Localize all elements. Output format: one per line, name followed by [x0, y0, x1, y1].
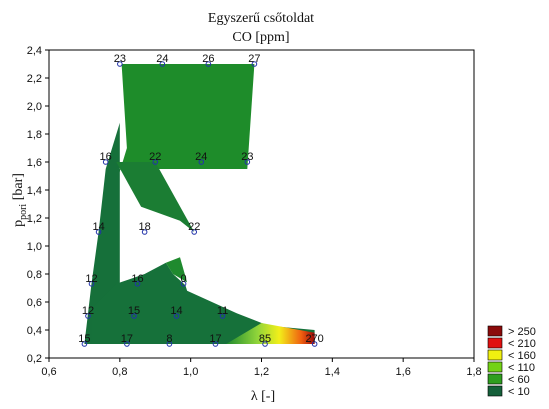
data-point-label: 26 — [202, 53, 214, 65]
y-tick-label: 2,2 — [27, 73, 42, 85]
data-point-label: 16 — [100, 151, 112, 163]
data-point-marker — [205, 61, 212, 67]
data-point-marker — [134, 281, 141, 287]
data-point-marker — [212, 341, 219, 347]
data-point-label: 15 — [128, 305, 140, 317]
data-point-label: 0 — [181, 273, 187, 285]
data-point-label: 17 — [209, 333, 221, 345]
data-point-marker — [95, 229, 102, 235]
data-point-label: 18 — [139, 221, 151, 233]
y-tick-label: 1,4 — [27, 185, 42, 197]
data-point-label: 24 — [195, 151, 207, 163]
contour-region-upper — [105, 64, 255, 218]
data-point-label: 23 — [241, 151, 253, 163]
data-point-label: 15 — [78, 333, 90, 345]
data-point-marker — [198, 159, 205, 165]
data-point-label: 27 — [248, 53, 260, 65]
data-point-label: 23 — [114, 53, 126, 65]
contour-region-left — [84, 122, 120, 344]
data-point-label: 24 — [156, 53, 168, 65]
y-tick-label: 1,8 — [27, 129, 42, 141]
legend-label: < 210 — [508, 338, 536, 350]
x-tick-label: 0,8 — [112, 366, 127, 378]
plot-area — [49, 50, 474, 358]
contour-region-lower — [91, 262, 315, 344]
y-tick-label: 0,8 — [27, 269, 42, 281]
legend: > 250< 210< 160< 110< 60< 10 — [487, 325, 536, 398]
data-point-marker — [81, 341, 88, 347]
x-tick-label: 0,6 — [41, 366, 56, 378]
data-point-marker — [141, 229, 148, 235]
data-point-marker — [152, 159, 159, 165]
data-point-marker — [311, 341, 318, 347]
y-tick-label: 0,4 — [27, 325, 42, 337]
y-tick-label: 1,0 — [27, 241, 42, 253]
data-point-marker — [85, 313, 91, 319]
y-tick-label: 1,2 — [27, 213, 42, 225]
y-axis-label: ppori [bar] — [11, 173, 29, 227]
contour-region-middle — [116, 162, 195, 232]
x-tick-label: 1,8 — [466, 366, 481, 378]
data-point-marker — [102, 159, 109, 165]
data-point-label: 14 — [92, 221, 104, 233]
data-point-marker — [159, 61, 166, 67]
data-point-marker — [180, 281, 187, 287]
data-points: 23 24 26 27 16 22 24 23 14 18 22 12 16 0 12 15 14 11 15 17 8… — [78, 53, 324, 347]
data-point-label: 17 — [121, 333, 133, 345]
y-tick-label: 2,4 — [27, 45, 42, 57]
data-point-marker — [173, 313, 180, 319]
data-point-marker — [262, 341, 268, 347]
data-point-marker — [166, 341, 173, 347]
data-point-label: 14 — [170, 305, 182, 317]
legend-swatch — [487, 385, 503, 397]
chart-subtitle: CO [ppm] — [232, 30, 289, 45]
data-point-label: 12 — [82, 305, 94, 317]
legend-label: < 160 — [508, 350, 536, 362]
y-tick-label: 0,6 — [27, 297, 42, 309]
x-axis-label: λ [-] — [251, 389, 275, 404]
legend-swatch — [487, 325, 503, 337]
legend-label: < 110 — [508, 362, 535, 374]
data-point-marker — [191, 229, 198, 235]
data-point-marker — [131, 313, 137, 319]
y-tick-label: 2,0 — [27, 101, 42, 113]
legend-label: > 250 — [508, 326, 536, 338]
legend-swatch — [487, 337, 503, 349]
legend-swatch — [487, 373, 503, 385]
chart-title: Egyszerű csőtoldat — [208, 11, 314, 26]
data-point-marker — [117, 61, 123, 67]
data-point-marker — [124, 341, 130, 347]
y-tick-label: 1,6 — [27, 157, 42, 169]
legend-label: < 10 — [508, 386, 530, 398]
data-point-label: 85 — [259, 333, 271, 345]
legend-label: < 60 — [508, 374, 530, 386]
data-point-label: 16 — [131, 273, 143, 285]
data-point-label: 12 — [85, 273, 97, 285]
data-point-label: 270 — [305, 333, 323, 345]
data-point-label: 22 — [188, 221, 200, 233]
data-point-marker — [244, 159, 251, 165]
legend-swatch — [487, 361, 503, 373]
legend-swatch — [487, 349, 503, 361]
data-point-label: 8 — [166, 333, 172, 345]
data-point-marker — [251, 61, 258, 67]
contour-region-hot — [226, 323, 315, 344]
x-tick-label: 1,4 — [325, 366, 340, 378]
x-tick-label: 1,6 — [396, 366, 411, 378]
data-point-label: 11 — [217, 305, 228, 317]
y-tick-label: 0,2 — [27, 353, 42, 365]
x-tick-label: 1,2 — [254, 366, 269, 378]
axes: 0,6 0,8 1,0 1,2 1,4 1,6 1,8 0,2 0,4 0,6 0,8 1,0 1,2 1… — [27, 45, 482, 378]
x-tick-label: 1,0 — [183, 366, 198, 378]
data-point-label: 22 — [149, 151, 161, 163]
contour-region-notch — [165, 257, 188, 283]
data-point-marker — [88, 281, 95, 287]
data-point-marker — [219, 313, 226, 319]
